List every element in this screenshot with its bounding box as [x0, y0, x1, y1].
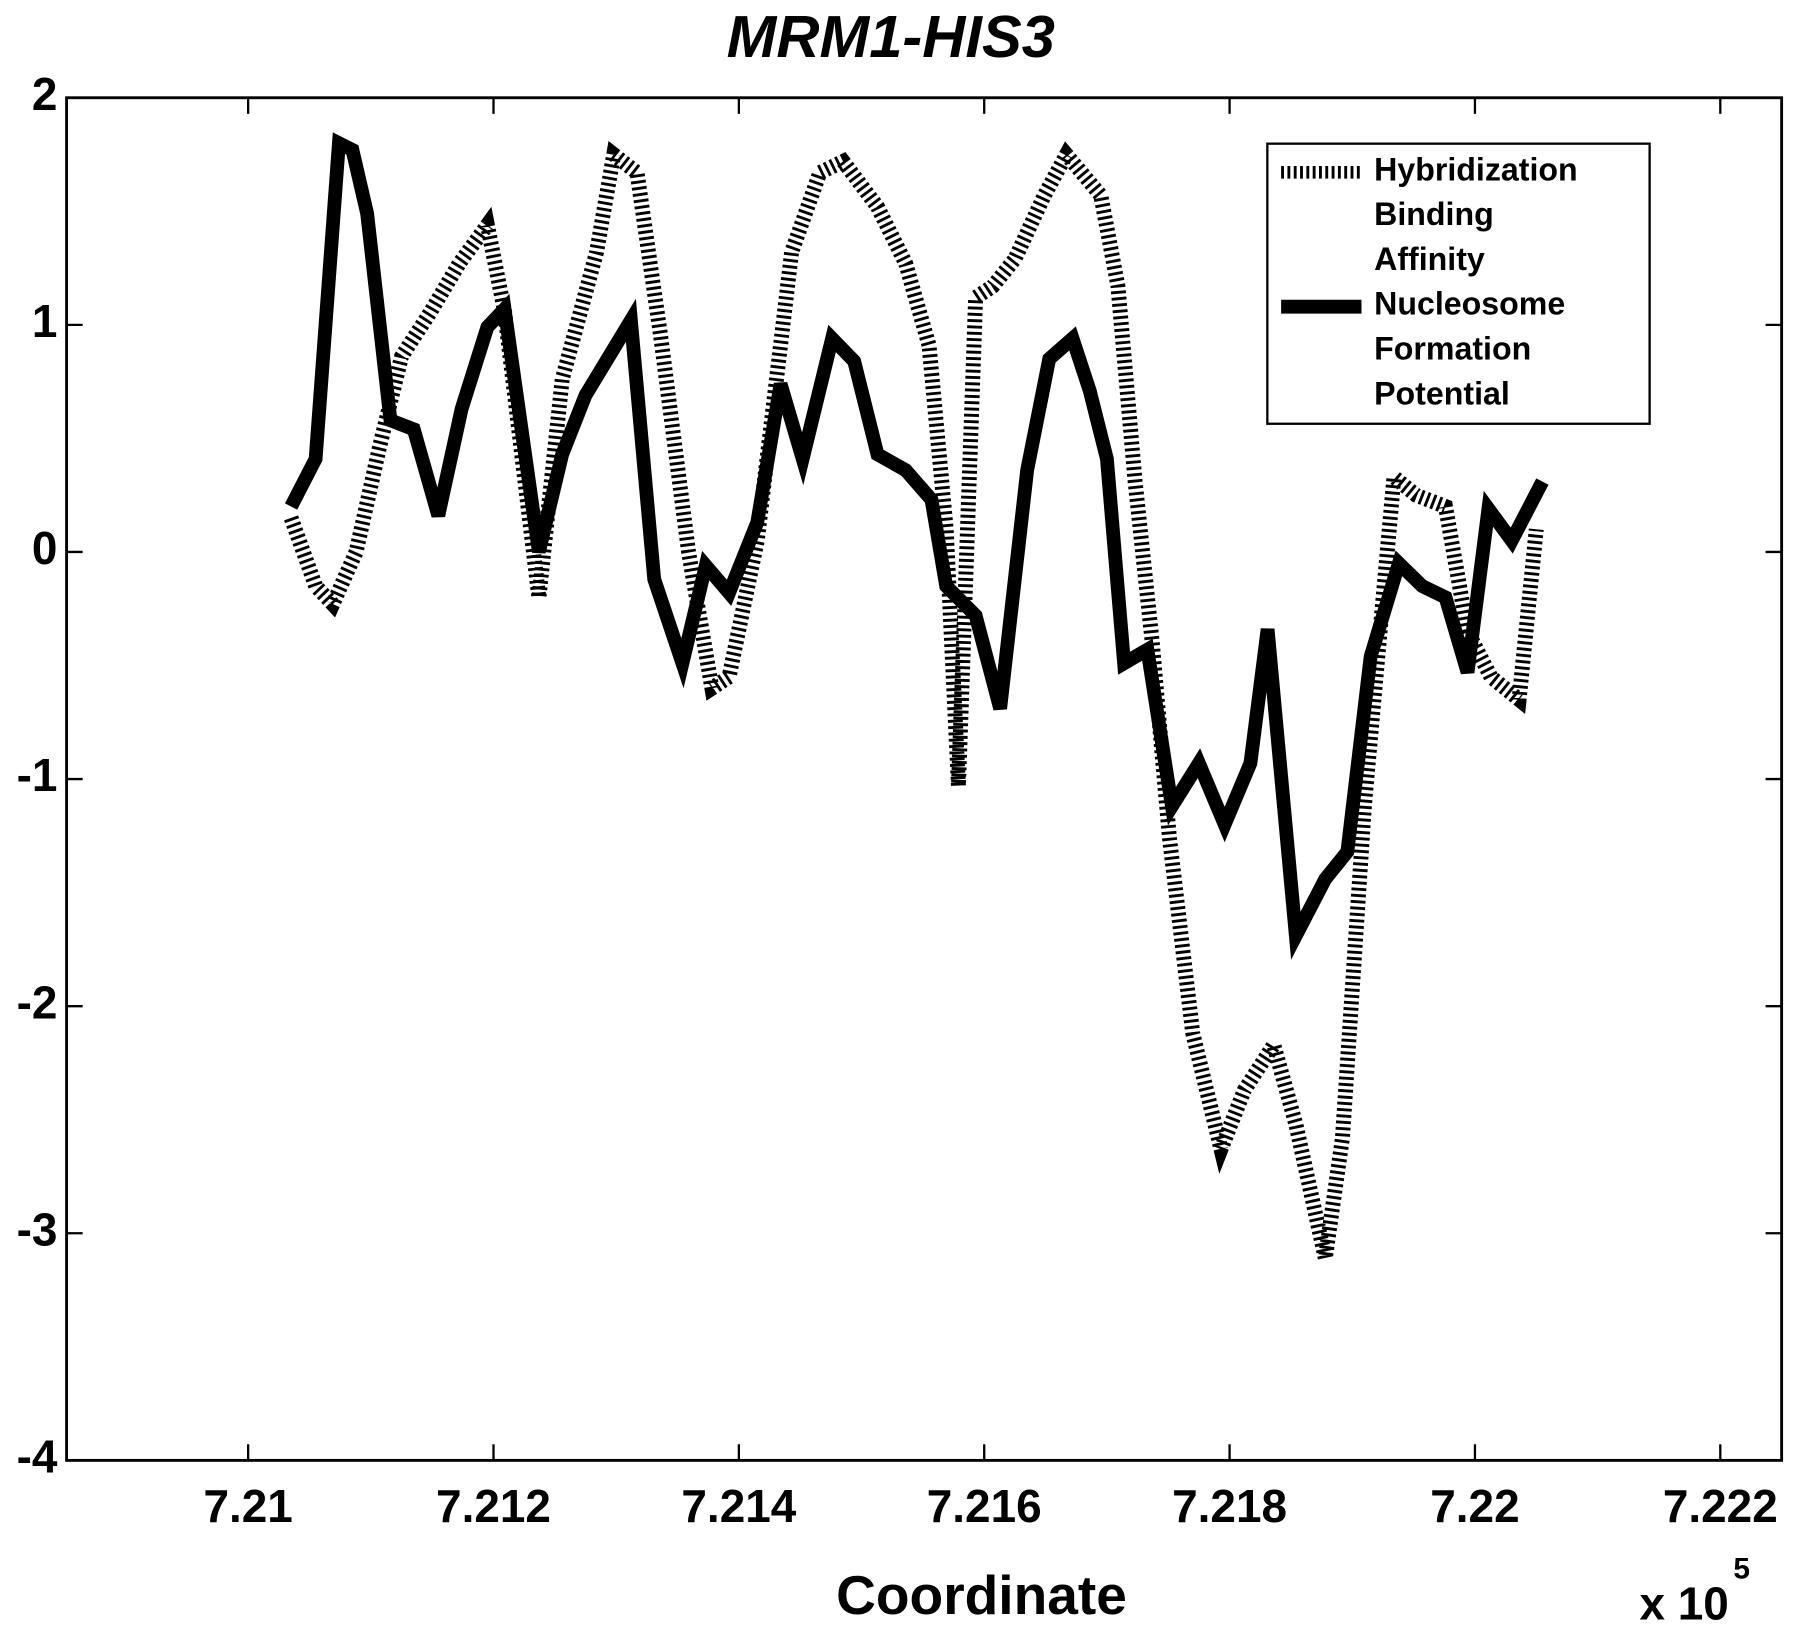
x-multiplier-exponent: 5 [1733, 1552, 1750, 1585]
legend-frame [1266, 142, 1651, 425]
x-axis-label: Coordinate [836, 1564, 1127, 1626]
x-tick-label: 7.212 [436, 1480, 551, 1532]
y-tick-label: -1 [17, 749, 58, 801]
y-tick-label: -3 [17, 1203, 58, 1255]
x-tick-label: 7.216 [927, 1480, 1042, 1532]
legend-label: Nucleosome Formation Potential [1374, 286, 1566, 412]
y-tick-label: 0 [32, 522, 58, 574]
legend: Hybridization Binding AffinityNucleosome… [1266, 142, 1651, 425]
legend-label: Hybridization Binding Affinity [1374, 151, 1578, 277]
x-multiplier: x 10 [1639, 1577, 1728, 1627]
y-tick-label: 1 [32, 295, 58, 347]
data-line [284, 132, 1549, 960]
x-tick-label: 7.22 [1430, 1480, 1519, 1532]
chart-title: MRM1-HIS3 [727, 3, 1055, 70]
y-tick-label: -2 [17, 976, 58, 1028]
x-tick-label: 7.222 [1663, 1480, 1778, 1532]
y-tick-label: 2 [32, 68, 58, 120]
legend-entry: Hybridization Binding Affinity [1374, 151, 1578, 277]
x-tick-label: 7.21 [203, 1480, 292, 1532]
legend-entry: Nucleosome Formation Potential [1374, 286, 1566, 412]
y-tick-label: -4 [17, 1431, 58, 1483]
x-tick-label: 7.214 [681, 1480, 796, 1532]
x-tick-label: 7.218 [1172, 1480, 1287, 1532]
